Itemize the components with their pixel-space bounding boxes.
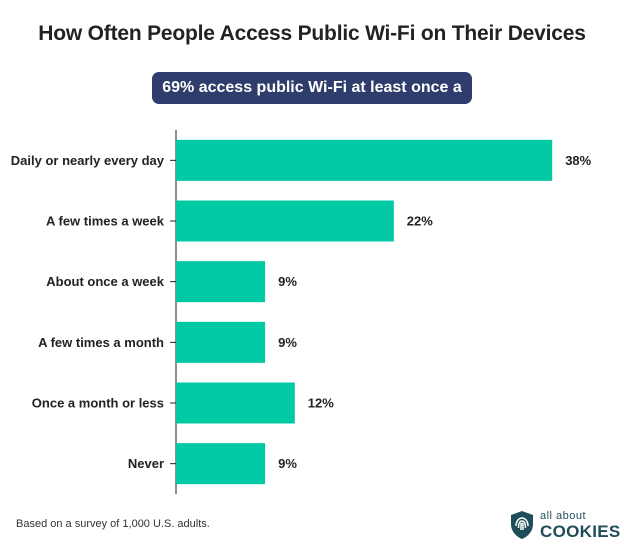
bar <box>176 139 553 181</box>
data-label: 9% <box>278 274 297 289</box>
bar-chart: Daily or nearly every day 38% A few times … <box>11 130 592 494</box>
footnote: Based on a survey of 1,000 U.S. adults. <box>16 518 210 530</box>
data-label: 12% <box>308 396 334 411</box>
logo-text-small: all about <box>540 510 587 522</box>
data-label: 22% <box>407 214 433 229</box>
category-label: Never <box>128 456 164 471</box>
bar <box>176 200 394 242</box>
category-label: Once a month or less <box>32 396 164 411</box>
category-label: A few times a month <box>38 335 164 350</box>
brand-logo[interactable]: all about COOKIES <box>510 508 620 546</box>
bar <box>176 382 295 424</box>
data-label: 38% <box>565 153 591 168</box>
data-label: 9% <box>278 335 297 350</box>
category-label: Daily or nearly every day <box>11 153 165 168</box>
summary-banner: 69% access public Wi-Fi at least once a … <box>152 72 472 128</box>
bar <box>176 261 266 303</box>
bar <box>176 321 266 363</box>
chart-title: How Often People Access Public Wi-Fi on … <box>38 22 586 45</box>
category-label: A few times a week <box>46 214 165 229</box>
bar <box>176 443 266 485</box>
shield-icon <box>511 511 533 539</box>
category-label: About once a week <box>46 274 165 289</box>
data-label: 9% <box>278 456 297 471</box>
logo-text-large: COOKIES <box>540 522 621 541</box>
